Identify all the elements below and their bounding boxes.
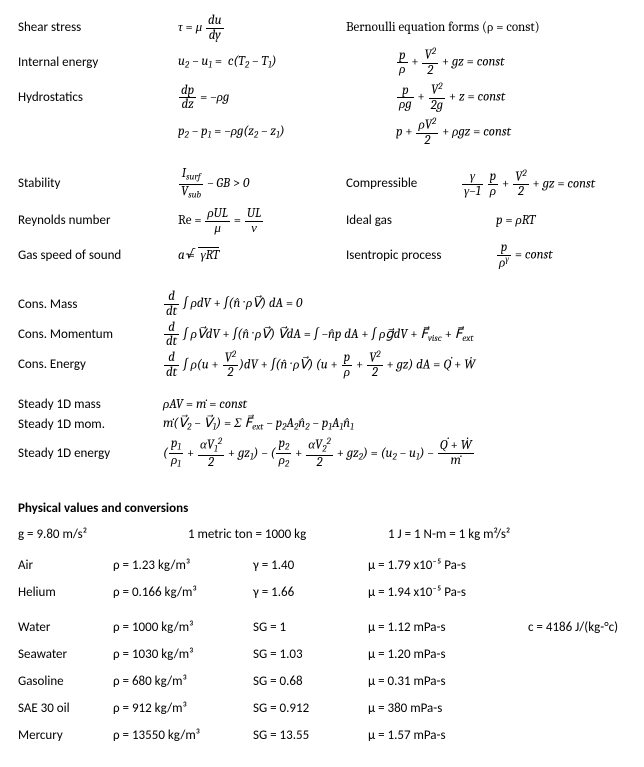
material-heat xyxy=(528,673,644,692)
row-conversions: g = 9.80 m/s² 1 metric ton = 1000 kg 1 J… xyxy=(18,526,626,544)
material-viscosity: μ = 1.57 mPa-s xyxy=(368,727,528,746)
header-physical: Physical values and conversions xyxy=(18,500,626,518)
label-idealgas: Ideal gas xyxy=(346,212,496,230)
material-viscosity: μ = 1.94 x10⁻⁵ Pa-s xyxy=(368,584,528,603)
material-viscosity: μ = 0.31 mPa-s xyxy=(368,673,528,692)
material-viscosity: μ = 1.79 x10⁻⁵ Pa-s xyxy=(368,557,528,576)
material-heat xyxy=(528,557,644,576)
material-heat: c = 4186 J/(kg-°c) xyxy=(528,619,644,638)
row-stability: Stability IsurfVsub − GB > 0 Compressibl… xyxy=(18,167,626,201)
label-gasspeed: Gas speed of sound xyxy=(18,247,178,265)
row-gasspeed: Gas speed of sound a = γRT√ Isentropic p… xyxy=(18,241,626,270)
material-set-gases: Airρ = 1.23 kg/m³γ = 1.40μ = 1.79 x10⁻⁵ … xyxy=(18,557,626,603)
material-heat xyxy=(528,727,644,746)
eq-gasspeed: a = γRT√ xyxy=(178,247,346,265)
row-shear: Shear stress τ = μ dudy Bernoulli equati… xyxy=(18,14,626,42)
material-name: Helium xyxy=(18,584,113,603)
material-density: ρ = 0.166 kg/m³ xyxy=(113,584,253,603)
row-cons-mass: Cons. Mass ddt ∫ ρdV + ∫(n̂ · ρV⃗) dA = … xyxy=(18,290,626,318)
material-row: Gasolineρ = 680 kg/m³SG = 0.68μ = 0.31 m… xyxy=(18,673,626,692)
eq-hydro-int: p2 − p1 = −ρg(z2 − z1) xyxy=(178,123,346,142)
eq-isentropic: pργ = const xyxy=(496,241,626,270)
label-cons-energy: Cons. Energy xyxy=(18,356,163,374)
label-internal: Internal energy xyxy=(18,54,178,72)
row-reynolds: Reynolds number Re = ρULμ = ULν Ideal ga… xyxy=(18,207,626,235)
label-hydro: Hydrostatics xyxy=(18,89,178,107)
eq-cons-mom: ddt ∫ ρV⃗dV + ∫(n̂ · ρV⃗) V⃗dA = ∫ −n̂p … xyxy=(163,321,474,349)
row-hydro1: Hydrostatics dpdz = −ρg pρg + V22g + z =… xyxy=(18,83,626,112)
material-sg: γ = 1.40 xyxy=(253,557,368,576)
label-cons-mass: Cons. Mass xyxy=(18,296,163,314)
material-set-liquids: Waterρ = 1000 kg/m³SG = 1μ = 1.12 mPa-sc… xyxy=(18,619,626,745)
material-name: Gasoline xyxy=(18,673,113,692)
material-density: ρ = 680 kg/m³ xyxy=(113,673,253,692)
eq-bern1: pρ + V22 + gz = const xyxy=(346,48,626,77)
material-heat xyxy=(528,584,644,603)
material-heat xyxy=(528,646,644,665)
row-s1d-mom: Steady 1D mom. ṁ(V⃗2 − V⃗1) = Σ F⃗ext − … xyxy=(18,415,626,434)
material-viscosity: μ = 1.12 mPa-s xyxy=(368,619,528,638)
material-name: SAE 30 oil xyxy=(18,700,113,719)
conv-ton: 1 metric ton = 1000 kg xyxy=(188,526,388,544)
material-viscosity: μ = 380 mPa-s xyxy=(368,700,528,719)
eq-s1d-energy: (p1ρ1 + αV122 + gz1) − (p2ρ2 + αV222 + g… xyxy=(163,437,475,471)
material-name: Seawater xyxy=(18,646,113,665)
eq-compressible: γγ−1 pρ + V22 + gz = const xyxy=(461,170,626,199)
label-s1d-energy: Steady 1D energy xyxy=(18,445,163,463)
material-name: Mercury xyxy=(18,727,113,746)
material-density: ρ = 912 kg/m³ xyxy=(113,700,253,719)
label-bernoulli-header: Bernoulli equation forms (ρ = const) xyxy=(346,19,540,37)
row-s1d-mass: Steady 1D mass ρAV = ṁ = const xyxy=(18,396,626,414)
material-sg: γ = 1.66 xyxy=(253,584,368,603)
label-cons-mom: Cons. Momentum xyxy=(18,326,163,344)
conv-joule: 1 J = 1 N-m = 1 kg m²/s² xyxy=(388,526,626,544)
eq-hydro-diff: dpdz = −ρg xyxy=(178,84,346,112)
eq-shear: τ = μ dudy xyxy=(178,14,346,42)
material-row: Seawaterρ = 1030 kg/m³SG = 1.03μ = 1.20 … xyxy=(18,646,626,665)
row-cons-mom: Cons. Momentum ddt ∫ ρV⃗dV + ∫(n̂ · ρV⃗)… xyxy=(18,321,626,349)
eq-bern2: pρg + V22g + z = const xyxy=(346,83,626,112)
material-name: Water xyxy=(18,619,113,638)
eq-s1d-mom: ṁ(V⃗2 − V⃗1) = Σ F⃗ext − p2A2n̂2 − p1A1n… xyxy=(163,415,354,434)
material-density: ρ = 1.23 kg/m³ xyxy=(113,557,253,576)
row-internal: Internal energy u2 − u1 = c(T2 − T1) pρ … xyxy=(18,48,626,77)
label-s1d-mass: Steady 1D mass xyxy=(18,396,163,414)
eq-bern3: p + ρV22 + ρgz = const xyxy=(346,118,626,147)
label-isentropic: Isentropic process xyxy=(346,247,496,265)
material-sg: SG = 1.03 xyxy=(253,646,368,665)
label-shear: Shear stress xyxy=(18,19,178,37)
material-row: Airρ = 1.23 kg/m³γ = 1.40μ = 1.79 x10⁻⁵ … xyxy=(18,557,626,576)
material-sg: SG = 0.68 xyxy=(253,673,368,692)
label-s1d-mom: Steady 1D mom. xyxy=(18,416,163,434)
eq-idealgas: p = ρRT xyxy=(496,212,626,230)
label-compressible: Compressible xyxy=(346,175,461,193)
material-density: ρ = 1030 kg/m³ xyxy=(113,646,253,665)
row-s1d-energy: Steady 1D energy (p1ρ1 + αV122 + gz1) − … xyxy=(18,437,626,471)
material-row: Mercuryρ = 13550 kg/m³SG = 13.55μ = 1.57… xyxy=(18,727,626,746)
eq-reynolds: Re = ρULμ = ULν xyxy=(178,207,346,235)
eq-cons-mass: ddt ∫ ρdV + ∫(n̂ · ρV⃗) dA = 0 xyxy=(163,290,302,318)
material-viscosity: μ = 1.20 mPa-s xyxy=(368,646,528,665)
eq-s1d-mass: ρAV = ṁ = const xyxy=(163,396,247,414)
material-density: ρ = 13550 kg/m³ xyxy=(113,727,253,746)
conv-g: g = 9.80 m/s² xyxy=(18,526,188,544)
material-row: Waterρ = 1000 kg/m³SG = 1μ = 1.12 mPa-sc… xyxy=(18,619,626,638)
material-density: ρ = 1000 kg/m³ xyxy=(113,619,253,638)
eq-cons-energy: ddt ∫ ρ(u + V22)dV + ∫(n̂ · ρV⃗) (u + pρ… xyxy=(163,351,475,380)
eq-internal: u2 − u1 = c(T2 − T1) xyxy=(178,53,346,72)
material-row: Heliumρ = 0.166 kg/m³γ = 1.66μ = 1.94 x1… xyxy=(18,584,626,603)
material-sg: SG = 1 xyxy=(253,619,368,638)
material-name: Air xyxy=(18,557,113,576)
material-sg: SG = 0.912 xyxy=(253,700,368,719)
label-stability: Stability xyxy=(18,175,178,193)
row-hydro2: p2 − p1 = −ρg(z2 − z1) p + ρV22 + ρgz = … xyxy=(18,118,626,147)
material-heat xyxy=(528,700,644,719)
material-row: SAE 30 oilρ = 912 kg/m³SG = 0.912μ = 380… xyxy=(18,700,626,719)
eq-stability: IsurfVsub − GB > 0 xyxy=(178,167,346,201)
label-reynolds: Reynolds number xyxy=(18,212,178,230)
material-sg: SG = 13.55 xyxy=(253,727,368,746)
row-cons-energy: Cons. Energy ddt ∫ ρ(u + V22)dV + ∫(n̂ ·… xyxy=(18,351,626,380)
